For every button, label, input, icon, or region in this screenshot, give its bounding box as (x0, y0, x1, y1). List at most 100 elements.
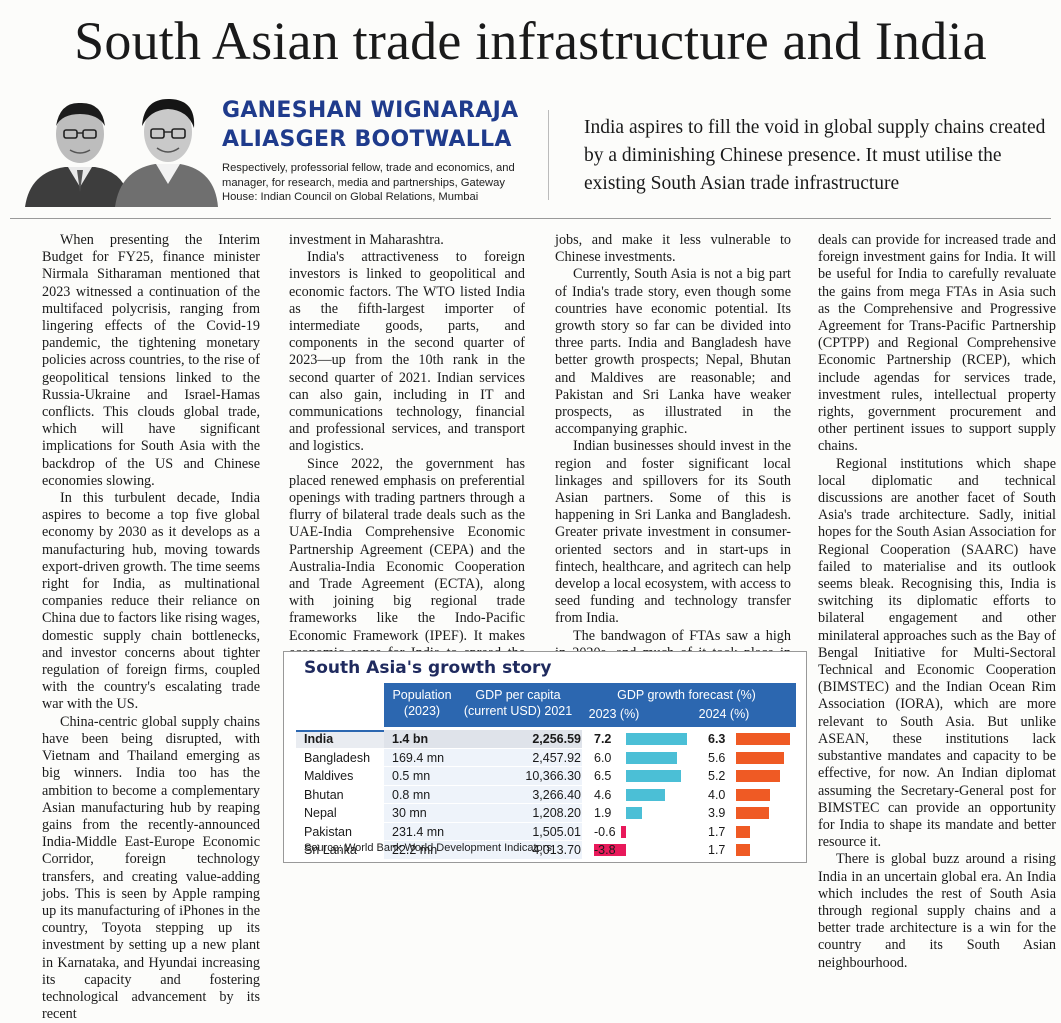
paragraph: Indian businesses should invest in the r… (555, 438, 791, 627)
table-row: Bhutan 0.8 mn 3,266.40 4.6 4.0 (296, 785, 796, 805)
growth-2024-bar (736, 751, 784, 764)
growth-2024-value: 1.7 (708, 824, 726, 839)
table-row: India 1.4 bn 2,256.59 7.2 6.3 (296, 730, 796, 749)
country-cell: Nepal (304, 806, 337, 820)
row-cells-background (384, 785, 582, 803)
table-row: Maldives 0.5 mn 10,366.30 6.5 5.2 (296, 767, 796, 786)
article-column-4: deals can provide for increased trade an… (818, 232, 1056, 972)
author-name-2: ALIASGER BOOTWALLA (222, 127, 512, 152)
standfirst: India aspires to fill the void in global… (584, 117, 1046, 194)
growth-2023-value: -0.6 (594, 824, 616, 839)
author-name-1: GANESHAN WIGNARAJA (222, 98, 519, 123)
gdp-per-capita-cell: 10,366.30 (525, 769, 581, 783)
header-rule (10, 218, 1051, 219)
growth-2024-value: 5.2 (708, 769, 726, 783)
growth-2024-value: 5.6 (708, 750, 726, 765)
growth-2023-bar (593, 844, 626, 856)
growth-2024-bar (736, 770, 781, 782)
paragraph: India's attractiveness to foreign invest… (289, 249, 525, 455)
paragraph: China-centric global supply chains have … (42, 713, 260, 1023)
table-source: Source: World Bank World Development Ind… (304, 842, 552, 854)
table-row: Sri Lanka 22.2 mn 4,013.70 -3.8 1.7 (296, 841, 796, 860)
table-row: Bangladesh 169.4 mn 2,457.92 6.0 5.6 (296, 748, 796, 768)
row-cells-background (384, 730, 582, 748)
author-affiliation: Respectively, professorial fellow, trade… (222, 162, 515, 203)
country-cell: India (304, 732, 334, 746)
population-cell: 231.4 mn (392, 824, 445, 839)
growth-2023-bar (626, 807, 643, 819)
paragraph: Regional institutions which shape local … (818, 455, 1056, 851)
growth-2023-value: 7.2 (594, 732, 612, 746)
country-cell: Pakistan (304, 824, 352, 839)
population-cell: 1.4 bn (392, 732, 429, 746)
row-cells-background (384, 748, 582, 766)
table-row: Nepal 30 mn 1,208.20 1.9 3.9 (296, 804, 796, 823)
growth-2024-bar (736, 733, 790, 745)
growth-2024-value: 3.9 (708, 806, 726, 820)
growth-2023-value: 6.5 (594, 769, 612, 783)
country-cell: Bhutan (304, 787, 344, 802)
article-column-1: When presenting the Interim Budget for F… (42, 232, 260, 1023)
table-header: Population (2023) GDP per capita (current … (384, 683, 796, 727)
gdp-per-capita-cell: 2,256.59 (532, 732, 581, 746)
table-row: Pakistan 231.4 mn 1,505.01 -0.6 1.7 (296, 822, 796, 842)
population-cell: 30 mn (392, 806, 427, 820)
article-column-2: investment in Maharashtra. India's attra… (289, 232, 525, 696)
header-2024: 2024 (%) (698, 707, 750, 721)
growth-2023-bar (620, 825, 626, 838)
growth-2024-bar (736, 788, 770, 801)
header-forecast: GDP growth forecast (%) (617, 688, 756, 702)
paragraph: investment in Maharashtra. (289, 232, 444, 248)
gdp-per-capita-cell: 1,505.01 (532, 824, 581, 839)
gdp-per-capita-cell: 1,208.20 (532, 806, 581, 820)
headline: South Asian trade infrastructure and Ind… (74, 11, 987, 71)
population-cell: 0.5 mn (392, 769, 431, 783)
country-column-border (296, 730, 384, 860)
country-cell: Maldives (304, 769, 354, 783)
author-names: GANESHAN WIGNARAJA ALIASGER BOOTWALLA (222, 96, 518, 154)
author-portrait-right (115, 98, 218, 207)
row-cells-background (384, 767, 582, 785)
growth-2024-value: 6.3 (708, 732, 726, 746)
table-title: South Asia's growth story (304, 658, 552, 678)
header-divider (548, 110, 549, 200)
country-cell: Bangladesh (304, 750, 371, 765)
growth-2023-value: 4.6 (594, 787, 612, 802)
growth-table: South Asia's growth story Population (202… (283, 651, 807, 863)
row-cells-background (384, 822, 582, 840)
population-cell: 22.2 mn (392, 843, 438, 857)
growth-2024-bar (736, 844, 751, 856)
growth-2023-bar (626, 733, 688, 745)
header-2023: 2023 (%) (588, 707, 640, 721)
growth-2023-bar (626, 770, 682, 782)
header-population: Population (2023) (392, 688, 452, 718)
growth-2024-bar (736, 825, 751, 838)
gdp-per-capita-cell: 2,457.92 (532, 750, 581, 765)
growth-2024-bar (736, 807, 770, 819)
growth-2023-bar (626, 788, 666, 801)
growth-2023-bar (626, 751, 677, 764)
growth-2023-value: -3.8 (594, 843, 616, 857)
population-cell: 0.8 mn (392, 787, 431, 802)
growth-2024-value: 4.0 (708, 787, 726, 802)
paragraph: In this turbulent decade, India aspires … (42, 490, 260, 713)
paragraph: deals can provide for increased trade an… (818, 232, 1056, 455)
growth-2023-value: 6.0 (594, 750, 612, 765)
gdp-per-capita-cell: 4,013.70 (532, 843, 581, 857)
header-gdp-per-capita: GDP per capita (current USD) 2021 (463, 688, 573, 718)
population-cell: 169.4 mn (392, 750, 445, 765)
paragraph: When presenting the Interim Budget for F… (42, 232, 260, 489)
paragraph: There is global buzz around a rising Ind… (818, 851, 1056, 971)
country-cell: Sri Lanka (304, 843, 357, 857)
author-portrait-left (25, 102, 130, 207)
gdp-per-capita-cell: 3,266.40 (532, 787, 581, 802)
paragraph: jobs, and make it less vulnerable to Chi… (555, 232, 791, 266)
row-cells-background (384, 804, 582, 822)
growth-2023-value: 1.9 (594, 806, 612, 820)
paragraph: Currently, South Asia is not a big part … (555, 266, 791, 438)
article-column-3: jobs, and make it less vulnerable to Chi… (555, 232, 791, 714)
row-cells-background (384, 841, 582, 859)
india-row-highlight (296, 730, 384, 748)
growth-2024-value: 1.7 (708, 843, 726, 857)
author-portraits (25, 98, 218, 207)
